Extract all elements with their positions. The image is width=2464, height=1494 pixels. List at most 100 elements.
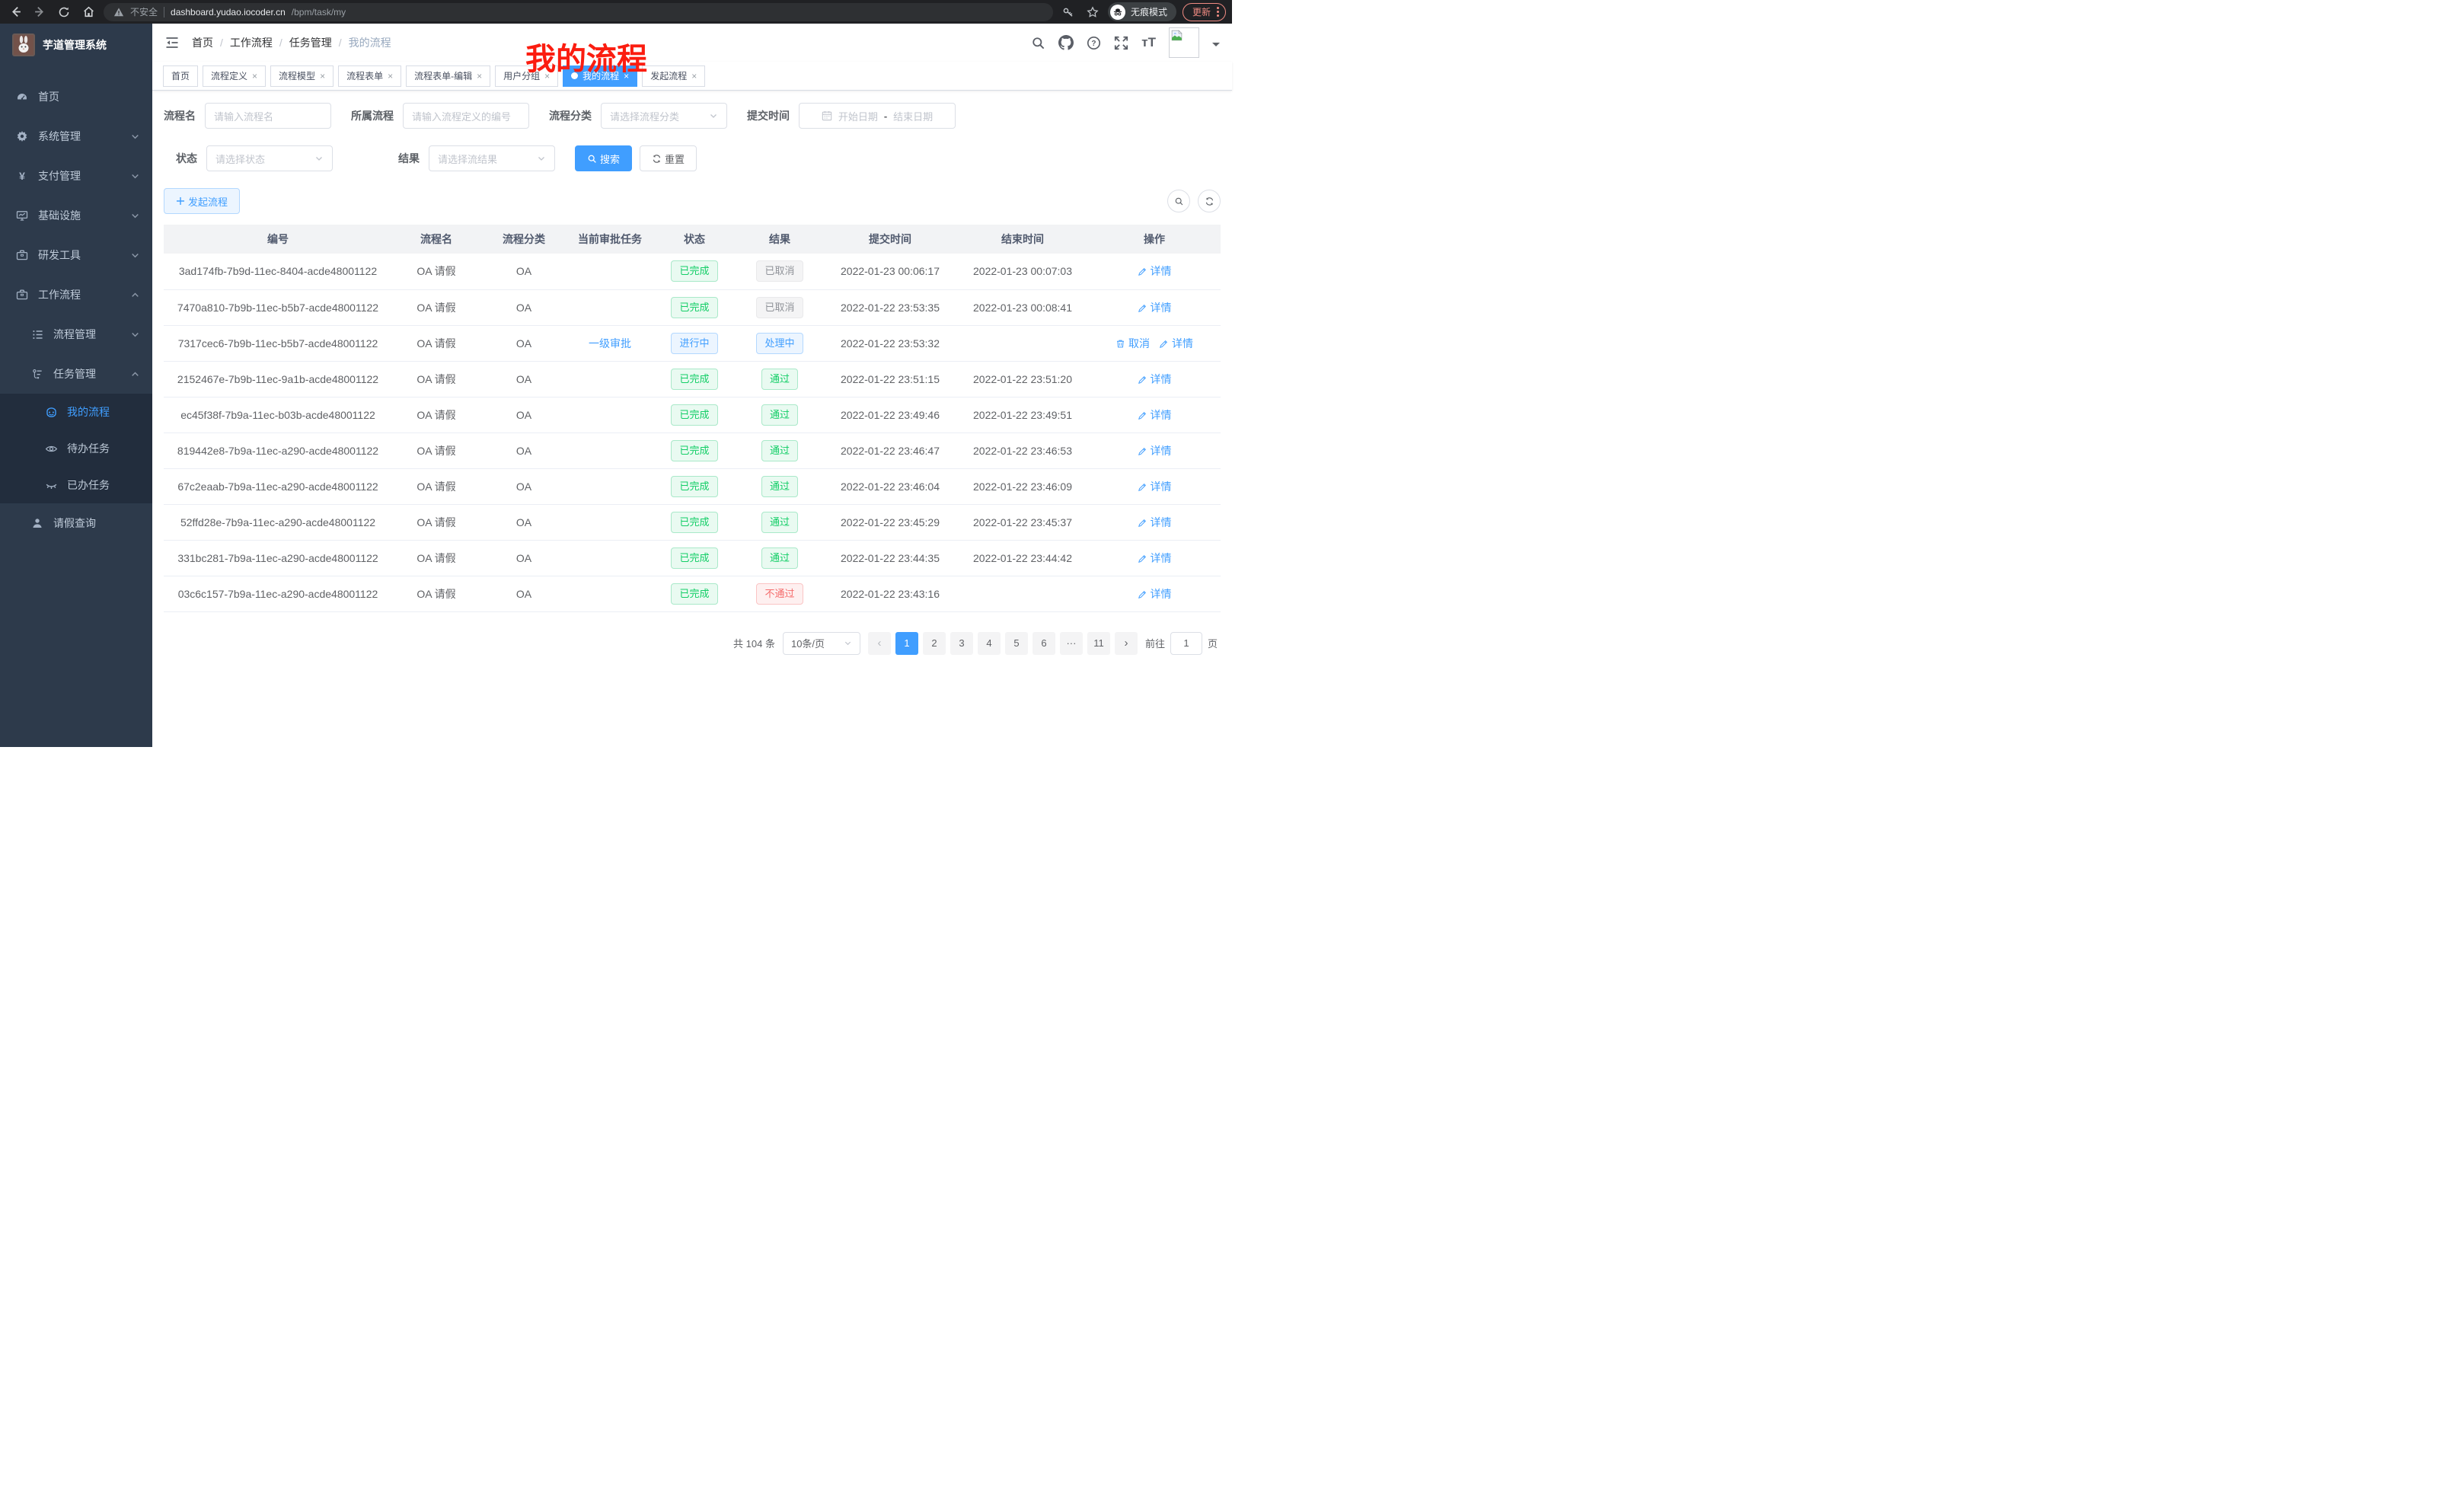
breadcrumb-item[interactable]: 首页 (192, 37, 213, 49)
tab-发起流程[interactable]: 发起流程 × (642, 65, 706, 87)
close-icon[interactable]: × (544, 70, 551, 81)
submit-time-range-picker[interactable]: 开始日期 - 结束日期 (799, 103, 956, 129)
detail-link[interactable]: 详情 (1159, 337, 1193, 350)
sidebar: 芋道管理系统 首页 系统管理 ¥ 支付管理 基础设施 研发工具 工作流程 流程管… (0, 24, 152, 747)
detail-link[interactable]: 详情 (1138, 480, 1172, 493)
close-icon[interactable]: × (320, 70, 326, 81)
github-icon[interactable] (1058, 35, 1074, 50)
show-search-button[interactable] (1167, 190, 1190, 212)
cell-actions: 详情 (1088, 576, 1221, 612)
detail-link[interactable]: 详情 (1138, 409, 1172, 421)
back-icon[interactable] (6, 3, 24, 21)
sidebar-item-任务管理[interactable]: 任务管理 (0, 354, 152, 394)
detail-link[interactable]: 详情 (1138, 265, 1172, 277)
sidebar-item-系统管理[interactable]: 系统管理 (0, 117, 152, 156)
collapse-sidebar-icon[interactable] (164, 35, 180, 50)
page-button-6[interactable]: 6 (1032, 631, 1055, 655)
breadcrumb-item[interactable]: 任务管理 (289, 37, 332, 49)
page-button-11[interactable]: 11 (1087, 631, 1110, 655)
breadcrumb-item[interactable]: 工作流程 (229, 37, 273, 49)
svg-text:?: ? (1092, 40, 1096, 48)
category-select[interactable]: 请选择流程分类 (601, 103, 727, 129)
column-header: 操作 (1088, 225, 1221, 254)
refresh-icon (652, 154, 662, 164)
reload-icon[interactable] (55, 3, 73, 21)
browser-menu-icon[interactable] (1217, 7, 1219, 17)
tab-我的流程[interactable]: 我的流程 × (563, 65, 638, 87)
prev-page-button[interactable]: ‹ (867, 631, 891, 655)
page-button-3[interactable]: 3 (950, 631, 973, 655)
process-table-body: 3ad174fb-7b9d-11ec-8404-acde48001122 OA … (164, 254, 1221, 612)
close-icon[interactable]: × (252, 70, 258, 81)
next-page-button[interactable]: › (1114, 631, 1138, 655)
process-name-input[interactable]: 请输入流程名 (205, 103, 331, 129)
cell-actions: 详情 (1088, 468, 1221, 505)
forward-icon[interactable] (30, 3, 49, 21)
pager-ellipsis[interactable]: ··· (1059, 631, 1083, 655)
cell-category: OA (480, 361, 567, 397)
refresh-table-button[interactable] (1198, 190, 1221, 212)
detail-link[interactable]: 详情 (1138, 588, 1172, 600)
cell-category: OA (480, 325, 567, 362)
tab-首页[interactable]: 首页 (163, 65, 199, 87)
cell-submit-time: 2022-01-22 23:43:16 (823, 576, 957, 612)
page-size-select[interactable]: 10条/页 (782, 631, 860, 655)
breadcrumb-separator: / (220, 37, 223, 49)
update-button[interactable]: 更新 (1182, 2, 1226, 21)
caret-down-icon[interactable] (1212, 42, 1220, 50)
page-button-1[interactable]: 1 (895, 631, 918, 655)
sidebar-item-首页[interactable]: 首页 (0, 77, 152, 117)
cell-submit-time: 2022-01-22 23:49:46 (823, 397, 957, 433)
tab-流程模型[interactable]: 流程模型 × (270, 65, 334, 87)
tab-流程表单[interactable]: 流程表单 × (338, 65, 402, 87)
detail-link[interactable]: 详情 (1138, 302, 1172, 314)
search-icon[interactable] (1031, 36, 1045, 50)
avatar-image[interactable] (1169, 27, 1199, 58)
key-icon[interactable] (1059, 3, 1077, 21)
red-annotation: 我的流程 (525, 43, 647, 76)
sidebar-item-待办任务[interactable]: 待办任务 (0, 430, 152, 467)
close-icon[interactable]: × (691, 70, 697, 81)
detail-link[interactable]: 详情 (1138, 552, 1172, 564)
status-badge: 已完成 (671, 404, 718, 426)
cell-process-name: OA 请假 (392, 433, 480, 469)
reset-button[interactable]: 重置 (640, 145, 697, 171)
help-icon[interactable]: ? (1087, 36, 1101, 50)
goto-page-input[interactable]: 1 (1170, 631, 1202, 655)
result-select[interactable]: 请选择流结果 (429, 145, 555, 171)
sidebar-item-我的流程[interactable]: 我的流程 (0, 394, 152, 430)
current-task-link[interactable]: 一级审批 (589, 337, 631, 350)
page-button-2[interactable]: 2 (922, 631, 946, 655)
sidebar-item-流程管理[interactable]: 流程管理 (0, 314, 152, 354)
status-select[interactable]: 请选择状态 (206, 145, 333, 171)
sidebar-item-请假查询[interactable]: 请假查询 (0, 503, 152, 543)
page-button-5[interactable]: 5 (1004, 631, 1028, 655)
detail-link[interactable]: 详情 (1138, 516, 1172, 528)
process-definition-input[interactable]: 请输入流程定义的编号 (403, 103, 529, 129)
font-size-icon[interactable]: тT (1141, 35, 1156, 49)
tab-用户分组[interactable]: 用户分组 × (495, 65, 559, 87)
search-button[interactable]: 搜索 (575, 145, 633, 171)
close-icon[interactable]: × (624, 70, 630, 81)
sidebar-item-基础设施[interactable]: 基础设施 (0, 196, 152, 235)
address-bar[interactable]: 不安全 dashboard.yudao.iocoder.cn/bpm/task/… (104, 2, 1053, 21)
sidebar-item-支付管理[interactable]: ¥ 支付管理 (0, 156, 152, 196)
star-icon[interactable] (1084, 3, 1102, 21)
sidebar-item-研发工具[interactable]: 研发工具 (0, 235, 152, 275)
close-icon[interactable]: × (388, 70, 394, 81)
active-tab-dot (571, 72, 579, 79)
close-icon[interactable]: × (477, 70, 483, 81)
page-button-4[interactable]: 4 (977, 631, 1001, 655)
tab-流程定义[interactable]: 流程定义 × (203, 65, 267, 87)
fullscreen-icon[interactable] (1114, 36, 1128, 50)
create-process-button[interactable]: 发起流程 (164, 188, 241, 214)
cell-category: OA (480, 289, 567, 326)
tab-流程表单-编辑[interactable]: 流程表单-编辑 × (406, 65, 491, 87)
home-icon[interactable] (79, 3, 97, 21)
sidebar-item-工作流程[interactable]: 工作流程 (0, 275, 152, 314)
detail-link[interactable]: 详情 (1138, 373, 1172, 385)
sidebar-item-已办任务[interactable]: 已办任务 (0, 467, 152, 503)
cancel-link[interactable]: 取消 (1116, 337, 1150, 350)
detail-link[interactable]: 详情 (1138, 445, 1172, 457)
edit-icon (1138, 554, 1147, 563)
